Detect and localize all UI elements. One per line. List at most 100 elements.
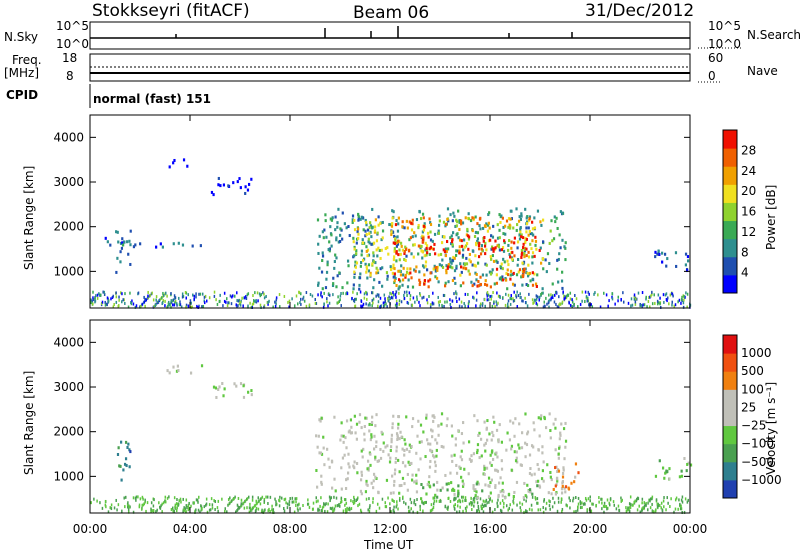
data-cell xyxy=(129,243,132,247)
data-cell xyxy=(476,239,479,243)
speckle-cell xyxy=(106,303,108,307)
data-cell xyxy=(484,241,487,245)
data-cell xyxy=(355,249,358,253)
data-cell xyxy=(433,415,436,419)
speckle-cell xyxy=(521,299,523,303)
speckle-cell xyxy=(513,298,516,302)
data-cell xyxy=(404,442,407,446)
speckle-cell xyxy=(372,297,375,301)
speckle-cell xyxy=(492,290,494,294)
data-cell xyxy=(403,249,406,253)
data-cell xyxy=(410,228,414,232)
data-cell xyxy=(417,419,420,423)
data-cell xyxy=(323,228,326,232)
data-cell xyxy=(355,437,358,441)
data-cell xyxy=(116,256,119,260)
speckle-cell xyxy=(275,298,278,302)
speckle-cell xyxy=(620,496,622,500)
speckle-cell xyxy=(671,300,673,304)
data-cell xyxy=(558,446,561,450)
speckle-cell xyxy=(99,501,101,505)
colorbar-tick-label: −25 xyxy=(741,419,766,433)
speckle-cell xyxy=(655,508,657,512)
data-cell xyxy=(525,230,528,234)
speckle-cell xyxy=(659,305,662,309)
data-cell xyxy=(186,164,189,168)
speckle-cell xyxy=(467,305,469,309)
speckle-cell xyxy=(127,305,130,309)
data-cell xyxy=(397,222,400,226)
speckle-cell xyxy=(387,496,389,500)
data-cell xyxy=(423,273,426,277)
data-cell xyxy=(119,241,123,245)
speckle-cell xyxy=(340,304,342,308)
data-cell xyxy=(488,270,492,274)
data-cell xyxy=(536,209,540,213)
data-cell xyxy=(227,184,230,188)
data-cell xyxy=(501,481,504,485)
data-cell xyxy=(556,476,559,480)
speckle-cell xyxy=(257,507,260,511)
data-cell xyxy=(461,253,465,257)
speckle-cell xyxy=(635,297,638,301)
speckle-cell xyxy=(101,300,104,304)
speckle-cell xyxy=(141,503,143,507)
speckle-cell xyxy=(663,496,665,500)
data-cell xyxy=(500,459,503,463)
speckle-cell xyxy=(639,302,641,306)
data-cell xyxy=(381,284,384,288)
data-cell xyxy=(353,218,356,222)
data-cell xyxy=(510,240,513,244)
speckle-cell xyxy=(263,499,266,503)
speckle-cell xyxy=(507,508,509,512)
speckle-cell xyxy=(500,509,503,513)
data-cell xyxy=(389,449,392,453)
speckle-cell xyxy=(651,302,654,306)
data-cell xyxy=(409,462,412,466)
data-cell xyxy=(361,258,365,262)
data-cell xyxy=(381,229,385,233)
speckle-cell xyxy=(544,507,547,511)
data-cell xyxy=(337,207,340,211)
speckle-cell xyxy=(251,498,254,502)
speckle-cell xyxy=(384,299,386,303)
data-cell xyxy=(475,482,478,486)
data-cell xyxy=(356,471,359,475)
speckle-cell xyxy=(477,505,480,509)
speckle-cell xyxy=(386,305,388,309)
speckle-cell xyxy=(142,497,144,501)
data-cell xyxy=(509,419,512,423)
data-cell xyxy=(520,446,524,450)
data-cell xyxy=(355,461,359,465)
speckle-cell xyxy=(603,510,605,514)
data-cell xyxy=(504,224,507,228)
colorbar-swatch xyxy=(723,130,737,149)
speckle-cell xyxy=(291,500,294,504)
data-cell xyxy=(426,483,429,487)
data-cell xyxy=(352,464,355,468)
data-cell xyxy=(379,267,382,271)
speckle-cell xyxy=(385,302,387,306)
data-cell xyxy=(441,258,444,262)
speckle-cell xyxy=(608,501,610,505)
nsearch-label: N.Search xyxy=(747,28,800,42)
speckle-cell xyxy=(327,292,330,296)
speckle-cell xyxy=(249,301,251,305)
data-cell xyxy=(473,414,476,418)
data-cell xyxy=(478,241,481,245)
data-cell xyxy=(398,470,401,474)
data-cell xyxy=(347,264,350,268)
speckle-cell xyxy=(302,297,304,301)
speckle-cell xyxy=(328,301,331,305)
data-cell xyxy=(460,222,463,226)
data-cell xyxy=(479,216,482,220)
data-cell xyxy=(424,241,427,245)
speckle-cell xyxy=(535,297,538,301)
speckle-cell xyxy=(326,300,328,304)
colorbar-swatch xyxy=(723,389,737,408)
data-cell xyxy=(367,237,370,241)
data-cell xyxy=(479,275,482,279)
speckle-cell xyxy=(157,300,159,304)
data-cell xyxy=(414,269,417,273)
speckle-cell xyxy=(279,495,281,499)
